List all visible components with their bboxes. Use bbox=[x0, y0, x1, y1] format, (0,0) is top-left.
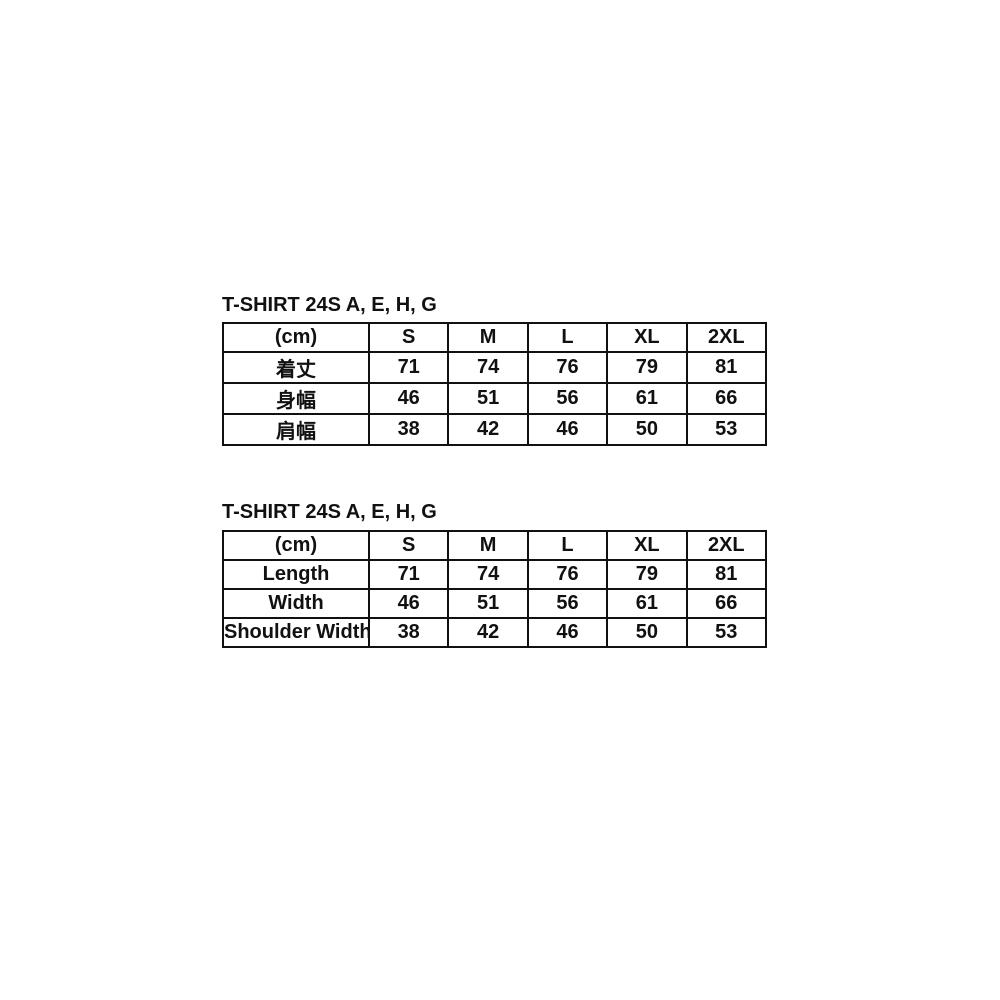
size-value-cell: 74 bbox=[447, 559, 529, 590]
row-label: 着丈 bbox=[222, 351, 370, 384]
size-value-cell: 66 bbox=[685, 382, 768, 415]
size-value-cell: 74 bbox=[447, 351, 529, 384]
size-table-jp: (cm) S M L XL 2XL 着丈 71 74 76 79 81 身幅 4… bbox=[222, 322, 768, 446]
size-value-cell: 66 bbox=[685, 588, 768, 619]
size-value-cell: 50 bbox=[606, 413, 688, 446]
column-header-s: S bbox=[367, 530, 450, 561]
size-value-cell: 51 bbox=[447, 382, 529, 415]
size-value-cell: 61 bbox=[606, 588, 688, 619]
size-value-cell: 46 bbox=[526, 413, 609, 446]
table-row: 身幅 46 51 56 61 66 bbox=[222, 382, 768, 415]
size-value-cell: 42 bbox=[447, 413, 529, 446]
column-header-m: M bbox=[447, 322, 529, 353]
table-row: 着丈 71 74 76 79 81 bbox=[222, 351, 768, 384]
table-header-row: (cm) S M L XL 2XL bbox=[222, 530, 768, 561]
column-header-2xl: 2XL bbox=[685, 530, 768, 561]
size-value-cell: 81 bbox=[685, 351, 768, 384]
size-value-cell: 38 bbox=[367, 617, 450, 648]
size-value-cell: 61 bbox=[606, 382, 688, 415]
column-header-s: S bbox=[367, 322, 450, 353]
column-header-xl: XL bbox=[606, 530, 688, 561]
size-value-cell: 46 bbox=[526, 617, 609, 648]
unit-header-cell: (cm) bbox=[222, 530, 370, 561]
size-value-cell: 51 bbox=[447, 588, 529, 619]
row-label: 肩幅 bbox=[222, 413, 370, 446]
column-header-m: M bbox=[447, 530, 529, 561]
unit-header-cell: (cm) bbox=[222, 322, 370, 353]
size-value-cell: 81 bbox=[685, 559, 768, 590]
size-table-jp-title: T-SHIRT 24S A, E, H, G bbox=[222, 294, 437, 316]
size-value-cell: 79 bbox=[606, 351, 688, 384]
size-value-cell: 71 bbox=[367, 559, 450, 590]
table-row: Shoulder Width 38 42 46 50 53 bbox=[222, 617, 768, 648]
size-value-cell: 42 bbox=[447, 617, 529, 648]
column-header-l: L bbox=[526, 322, 609, 353]
size-value-cell: 71 bbox=[367, 351, 450, 384]
size-value-cell: 50 bbox=[606, 617, 688, 648]
size-value-cell: 56 bbox=[526, 382, 609, 415]
column-header-xl: XL bbox=[606, 322, 688, 353]
size-value-cell: 56 bbox=[526, 588, 609, 619]
row-label: Width bbox=[222, 588, 370, 619]
table-row: Length 71 74 76 79 81 bbox=[222, 559, 768, 590]
size-value-cell: 76 bbox=[526, 559, 609, 590]
size-value-cell: 53 bbox=[685, 413, 768, 446]
size-value-cell: 46 bbox=[367, 588, 450, 619]
size-value-cell: 38 bbox=[367, 413, 450, 446]
size-value-cell: 53 bbox=[685, 617, 768, 648]
row-label: Length bbox=[222, 559, 370, 590]
table-row: Width 46 51 56 61 66 bbox=[222, 588, 768, 619]
table-header-row: (cm) S M L XL 2XL bbox=[222, 322, 768, 353]
size-table-en: (cm) S M L XL 2XL Length 71 74 76 79 81 … bbox=[222, 530, 768, 648]
size-table-en-title: T-SHIRT 24S A, E, H, G bbox=[222, 501, 437, 523]
size-value-cell: 46 bbox=[367, 382, 450, 415]
size-value-cell: 79 bbox=[606, 559, 688, 590]
row-label: Shoulder Width bbox=[222, 617, 370, 648]
row-label: 身幅 bbox=[222, 382, 370, 415]
size-value-cell: 76 bbox=[526, 351, 609, 384]
table-row: 肩幅 38 42 46 50 53 bbox=[222, 413, 768, 446]
column-header-2xl: 2XL bbox=[685, 322, 768, 353]
column-header-l: L bbox=[526, 530, 609, 561]
